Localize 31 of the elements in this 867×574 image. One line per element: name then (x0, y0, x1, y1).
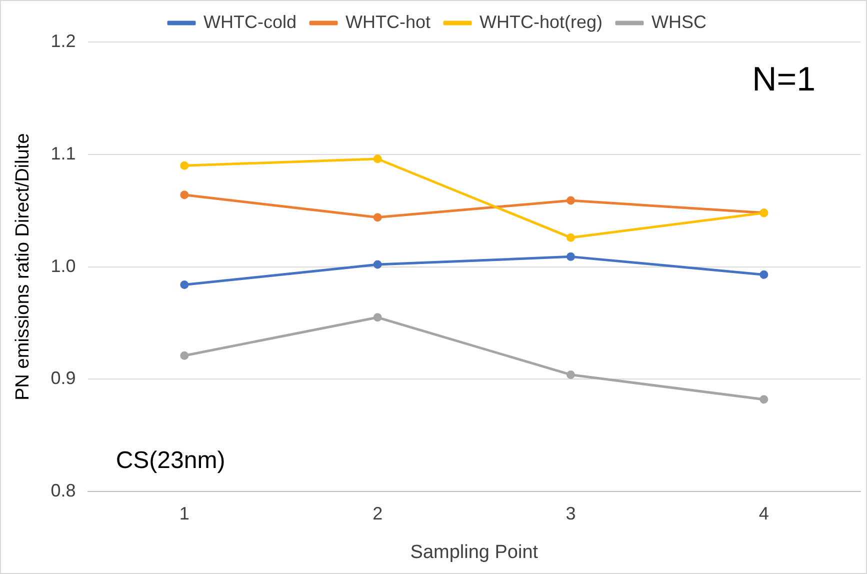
point (566, 233, 575, 242)
legend-label: WHTC-hot (346, 12, 430, 32)
point (566, 252, 575, 261)
y-tick-label: 0.8 (50, 480, 76, 501)
point (180, 190, 189, 200)
y-tick-label: 1.0 (50, 256, 76, 276)
x-axis-title: Sampling Point (410, 542, 539, 563)
point (373, 313, 382, 322)
point (180, 280, 189, 290)
y-tick-label: 1.2 (50, 30, 76, 51)
point (760, 270, 768, 279)
legend-label: WHTC-cold (204, 12, 297, 32)
point (373, 260, 382, 269)
point (566, 196, 575, 205)
point (373, 213, 382, 222)
point (760, 395, 768, 404)
annotation: CS(23nm) (116, 447, 226, 474)
y-axis-title: PN emissions ratio Direct/Dilute (12, 133, 34, 400)
point (180, 161, 189, 170)
annotation: N=1 (752, 60, 816, 98)
legend-label: WHTC-hot(reg) (480, 12, 603, 32)
y-tick-label: 1.1 (50, 143, 76, 164)
x-tick-label: 1 (179, 503, 190, 524)
x-tick-label: 4 (758, 503, 769, 524)
point (566, 370, 575, 379)
legend-label: WHSC (652, 12, 707, 32)
point (180, 351, 189, 360)
x-tick-label: 3 (566, 503, 576, 524)
point (373, 154, 382, 164)
y-tick-label: 0.9 (50, 368, 76, 388)
x-tick-label: 2 (372, 503, 383, 524)
